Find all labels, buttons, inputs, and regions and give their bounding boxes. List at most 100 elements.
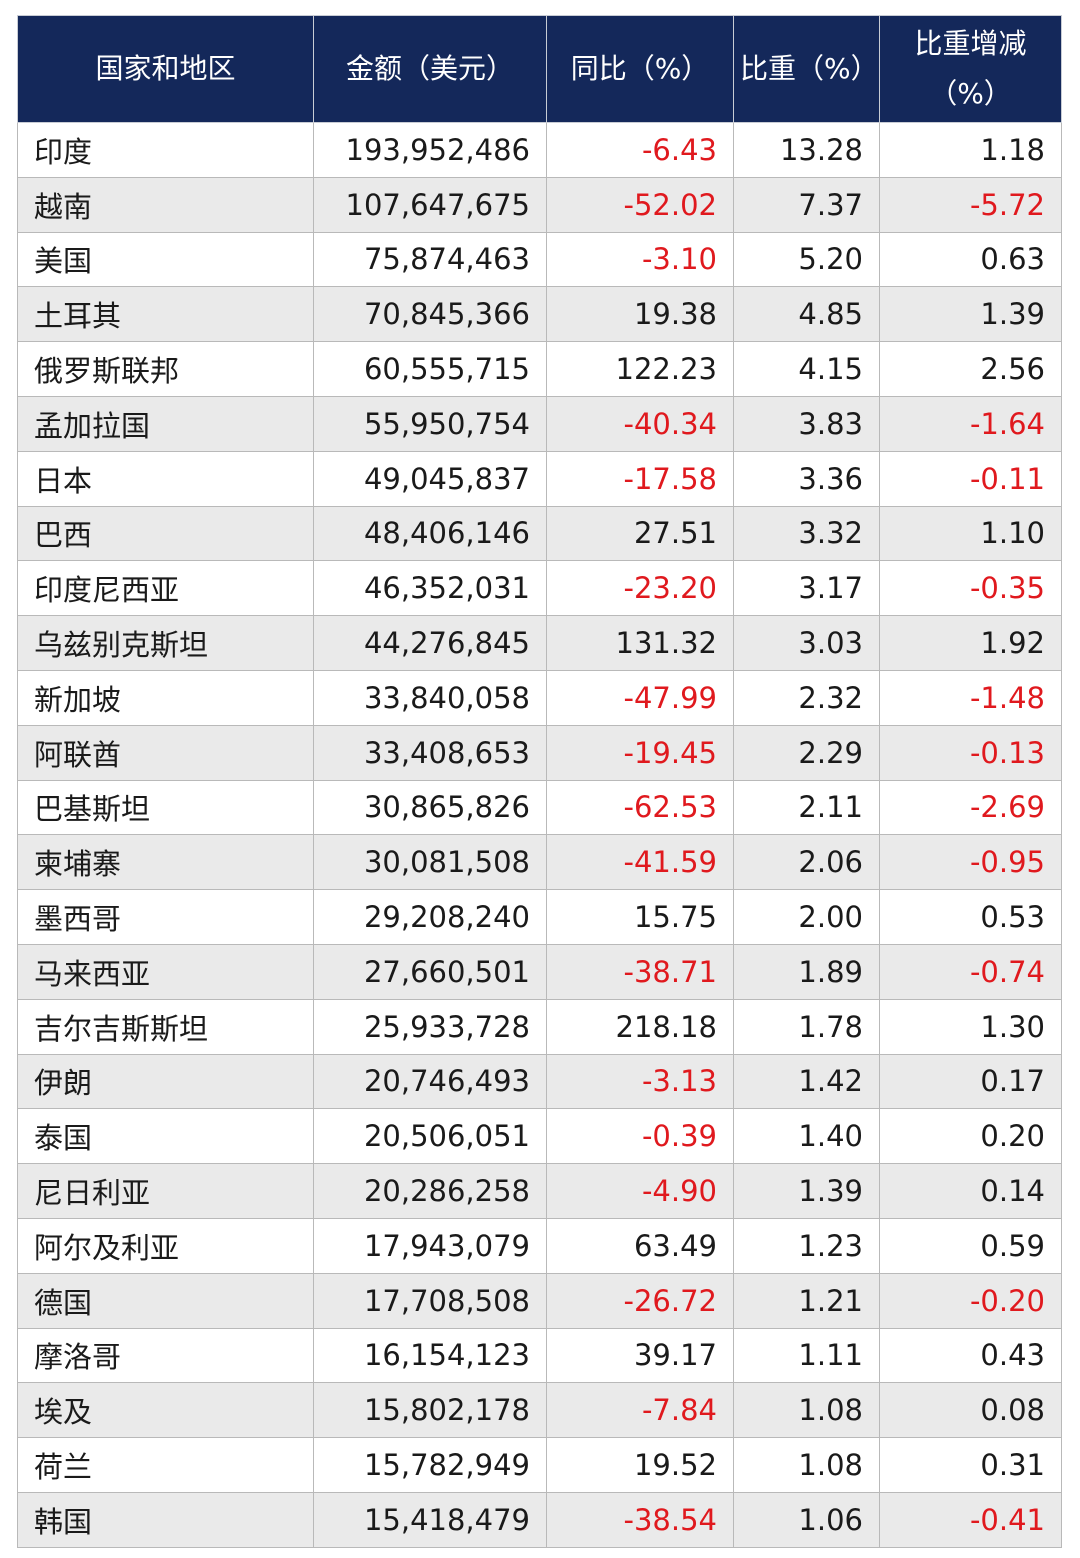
share-cell: 4.15	[733, 341, 880, 397]
share-cell: 3.83	[733, 395, 880, 452]
country-cell: 尼日利亚	[17, 1163, 314, 1219]
amount-cell: 48,406,146	[313, 505, 547, 562]
country-cell: 乌兹别克斯坦	[17, 615, 314, 671]
amount-cell: 15,782,949	[313, 1437, 547, 1493]
country-cell: 新加坡	[17, 669, 314, 726]
share-change-cell: -5.72	[879, 176, 1062, 233]
yoy-cell: 15.75	[546, 889, 734, 945]
table-row: 德国 17,708,508 -26.72 1.21 -0.20	[17, 1272, 1062, 1329]
table-row: 乌兹别克斯坦 44,276,845 131.32 3.03 1.92	[17, 615, 1062, 671]
yoy-cell: -40.34	[546, 395, 734, 452]
amount-cell: 17,708,508	[313, 1272, 547, 1329]
share-cell: 1.89	[733, 943, 880, 1000]
table-row: 孟加拉国 55,950,754 -40.34 3.83 -1.64	[17, 395, 1062, 452]
amount-cell: 15,802,178	[313, 1382, 547, 1439]
amount-cell: 33,408,653	[313, 724, 547, 781]
amount-cell: 55,950,754	[313, 395, 547, 452]
share-change-cell: -0.95	[879, 834, 1062, 891]
share-change-cell: 1.30	[879, 998, 1062, 1055]
table-row: 印度尼西亚 46,352,031 -23.20 3.17 -0.35	[17, 560, 1062, 617]
table-row: 韩国 15,418,479 -38.54 1.06 -0.41	[17, 1491, 1062, 1548]
share-change-cell: 0.08	[879, 1382, 1062, 1439]
table-body: 印度 193,952,486 -6.43 13.28 1.18 越南 107,647,675…	[17, 122, 1062, 1548]
country-cell: 越南	[17, 176, 314, 233]
share-change-cell: -1.64	[879, 395, 1062, 452]
table-row: 巴西 48,406,146 27.51 3.32 1.10	[17, 505, 1062, 562]
share-cell: 1.23	[733, 1217, 880, 1274]
yoy-cell: -4.90	[546, 1163, 734, 1219]
country-cell: 墨西哥	[17, 889, 314, 945]
country-cell: 印度尼西亚	[17, 560, 314, 617]
share-cell: 2.00	[733, 889, 880, 945]
share-change-cell: 0.31	[879, 1437, 1062, 1493]
amount-cell: 107,647,675	[313, 176, 547, 233]
share-change-cell: -0.20	[879, 1272, 1062, 1329]
yoy-cell: 19.38	[546, 286, 734, 343]
share-cell: 13.28	[733, 122, 880, 178]
yoy-cell: -19.45	[546, 724, 734, 781]
yoy-cell: 131.32	[546, 615, 734, 671]
table-row: 伊朗 20,746,493 -3.13 1.42 0.17	[17, 1053, 1062, 1110]
amount-cell: 49,045,837	[313, 450, 547, 507]
share-cell: 2.11	[733, 779, 880, 836]
yoy-cell: -3.13	[546, 1053, 734, 1110]
table-row: 印度 193,952,486 -6.43 13.28 1.18	[17, 122, 1062, 178]
share-change-cell: -1.48	[879, 669, 1062, 726]
yoy-cell: 122.23	[546, 341, 734, 397]
trade-table: 国家和地区 金额（美元） 同比（%） 比重（%） 比重增减（%） 印度 193,9…	[17, 15, 1062, 1548]
amount-cell: 30,865,826	[313, 779, 547, 836]
yoy-cell: -0.39	[546, 1108, 734, 1165]
share-cell: 1.42	[733, 1053, 880, 1110]
share-cell: 1.40	[733, 1108, 880, 1165]
country-cell: 荷兰	[17, 1437, 314, 1493]
share-cell: 1.08	[733, 1382, 880, 1439]
share-cell: 3.03	[733, 615, 880, 671]
table-row: 泰国 20,506,051 -0.39 1.40 0.20	[17, 1108, 1062, 1165]
table-row: 越南 107,647,675 -52.02 7.37 -5.72	[17, 176, 1062, 233]
amount-cell: 46,352,031	[313, 560, 547, 617]
yoy-cell: -38.54	[546, 1491, 734, 1548]
country-cell: 伊朗	[17, 1053, 314, 1110]
yoy-cell: -47.99	[546, 669, 734, 726]
table-row: 巴基斯坦 30,865,826 -62.53 2.11 -2.69	[17, 779, 1062, 836]
share-change-cell: -0.35	[879, 560, 1062, 617]
share-cell: 4.85	[733, 286, 880, 343]
yoy-cell: 218.18	[546, 998, 734, 1055]
country-cell: 埃及	[17, 1382, 314, 1439]
country-cell: 孟加拉国	[17, 395, 314, 452]
amount-cell: 33,840,058	[313, 669, 547, 726]
country-cell: 吉尔吉斯斯坦	[17, 998, 314, 1055]
country-cell: 马来西亚	[17, 943, 314, 1000]
share-cell: 5.20	[733, 231, 880, 288]
country-cell: 俄罗斯联邦	[17, 341, 314, 397]
table-row: 俄罗斯联邦 60,555,715 122.23 4.15 2.56	[17, 341, 1062, 397]
amount-cell: 17,943,079	[313, 1217, 547, 1274]
yoy-cell: -7.84	[546, 1382, 734, 1439]
share-cell: 1.39	[733, 1163, 880, 1219]
country-cell: 印度	[17, 122, 314, 178]
country-cell: 美国	[17, 231, 314, 288]
table-row: 荷兰 15,782,949 19.52 1.08 0.31	[17, 1437, 1062, 1493]
share-change-cell: 0.59	[879, 1217, 1062, 1274]
share-change-cell: 0.63	[879, 231, 1062, 288]
amount-cell: 75,874,463	[313, 231, 547, 288]
country-cell: 柬埔寨	[17, 834, 314, 891]
table-row: 日本 49,045,837 -17.58 3.36 -0.11	[17, 450, 1062, 507]
yoy-cell: -17.58	[546, 450, 734, 507]
share-change-cell: -0.13	[879, 724, 1062, 781]
amount-cell: 27,660,501	[313, 943, 547, 1000]
yoy-cell: 19.52	[546, 1437, 734, 1493]
table-row: 阿联酋 33,408,653 -19.45 2.29 -0.13	[17, 724, 1062, 781]
country-cell: 阿联酋	[17, 724, 314, 781]
share-change-cell: 0.14	[879, 1163, 1062, 1219]
country-cell: 土耳其	[17, 286, 314, 343]
country-cell: 阿尔及利亚	[17, 1217, 314, 1274]
yoy-cell: 63.49	[546, 1217, 734, 1274]
amount-cell: 70,845,366	[313, 286, 547, 343]
country-cell: 巴基斯坦	[17, 779, 314, 836]
share-change-cell: 0.20	[879, 1108, 1062, 1165]
amount-cell: 15,418,479	[313, 1491, 547, 1548]
country-cell: 韩国	[17, 1491, 314, 1548]
table-row: 美国 75,874,463 -3.10 5.20 0.63	[17, 231, 1062, 288]
share-cell: 3.36	[733, 450, 880, 507]
